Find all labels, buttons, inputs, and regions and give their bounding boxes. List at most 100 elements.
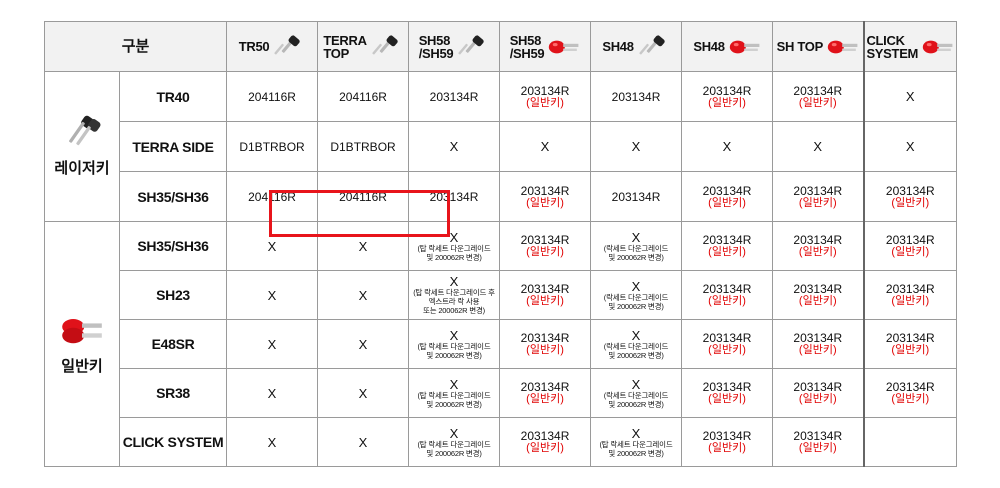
table-cell: 203134R (일반키) — [863, 270, 958, 320]
key-type-note: (일반키) — [526, 442, 564, 454]
downgrade-note: (탑 락세트 다운그레이드 — [417, 390, 491, 400]
row-label: E48SR — [118, 319, 228, 369]
table-cell: X — [863, 121, 958, 172]
table-body: 레이저키 TR40 204116R 204116R 203134R 203134R (일반키… — [44, 71, 958, 467]
table-cell: 203134R — [408, 171, 501, 222]
table-cell: 203134R (일반키) — [499, 221, 592, 271]
row-label: SR38 — [118, 368, 228, 418]
group-label-cell: 일반키 — [44, 221, 120, 467]
table-cell: 204116R — [317, 171, 410, 222]
table-cell: 203134R (일반키) — [772, 368, 865, 418]
key-type-note: (일반키) — [526, 344, 564, 356]
part-code: 203134R — [885, 331, 935, 345]
table-cell: 203134R (일반키) — [499, 71, 592, 122]
table-cell: 203134R (일반키) — [681, 368, 774, 418]
part-code: D1BTRBOR — [330, 139, 396, 154]
table-cell: 203134R — [408, 71, 501, 122]
key-type-note: (일반키) — [526, 295, 564, 307]
table-cell: 203134R (일반키) — [681, 417, 774, 467]
unavailable-mark: X — [358, 287, 368, 303]
header-row: 구분 TR50 TERRA TOP SH58 /SH59 SH58 /SH59 SH48… — [43, 21, 958, 72]
key-type-note: (일반키) — [798, 393, 837, 405]
part-code: 204116R — [248, 89, 296, 104]
table-row: SR38 X X X (탑 락세트 다운그레이드 및 200062R 변경) 203134R… — [45, 368, 958, 418]
column-header-7: SH TOP — [772, 21, 865, 72]
part-code: 203134R — [520, 233, 570, 247]
part-code: 204116R — [248, 189, 296, 204]
part-code: 203134R — [885, 380, 935, 394]
table-cell: X — [317, 319, 410, 369]
column-header-8: CLICK SYSTEM — [863, 21, 958, 72]
table-cell: 204116R — [226, 71, 319, 122]
downgrade-note: 및 200062R 변경) — [426, 252, 482, 262]
key-type-note: (일반키) — [891, 246, 930, 258]
part-code: 203134R — [793, 380, 843, 394]
key-type-note: (일반키) — [526, 196, 564, 209]
column-header-label: TERRA TOP — [323, 32, 367, 61]
part-code: 203134R — [702, 380, 752, 394]
table-cell: 203134R — [590, 71, 683, 122]
unavailable-mark: X — [267, 287, 277, 303]
table-cell: X — [317, 270, 410, 320]
column-header-2: TERRA TOP — [317, 21, 410, 72]
black-key-icon — [372, 34, 398, 54]
table-cell — [863, 417, 958, 467]
unavailable-mark: X — [631, 139, 641, 154]
column-header-3: SH58 /SH59 — [408, 21, 501, 72]
part-code: 203134R — [885, 233, 935, 247]
part-code: 203134R — [885, 282, 935, 296]
table-cell: 203134R — [590, 171, 683, 222]
table-cell: 204116R — [317, 71, 410, 122]
table-cell: X (락세트 다운그레이드 및 200062R 변경) — [590, 221, 683, 271]
black-key-icon — [458, 34, 485, 54]
downgrade-note: (탑 락세트 다운그레이드 — [417, 439, 491, 449]
key-compatibility-table: 구분 TR50 TERRA TOP SH58 /SH59 SH58 /SH59 SH48… — [43, 21, 958, 467]
table-cell: 203134R (일반키) — [863, 221, 958, 271]
downgrade-note: 및 200062R 변경) — [608, 350, 664, 360]
table-row: CLICK SYSTEM X X X (탑 락세트 다운그레이드 및 200062R 변경… — [45, 417, 958, 467]
row-label: SH35/SH36 — [118, 221, 228, 271]
black-key-pair-icon — [69, 115, 101, 146]
table-cell: X (락세트 다운그레이드 및 200062R 변경) — [590, 270, 683, 320]
part-code: 203134R — [793, 183, 843, 198]
downgrade-note: 및 200062R 변경) — [426, 350, 482, 360]
red-key-icon — [549, 40, 579, 53]
part-code: 203134R — [702, 429, 752, 443]
key-type-note: (일반키) — [798, 344, 837, 356]
part-code: 203134R — [702, 282, 752, 296]
key-type-note: (일반키) — [798, 295, 837, 307]
table-cell: X (탑 락세트 다운그레이드 및 200062R 변경) — [408, 319, 501, 369]
unavailable-mark: X — [449, 229, 459, 245]
downgrade-note: (탑 락세트 다운그레이드 후 — [413, 288, 495, 297]
table-cell: 203134R (일반키) — [499, 319, 592, 369]
unavailable-mark: X — [905, 89, 915, 104]
unavailable-mark: X — [267, 385, 277, 401]
part-code: 204116R — [339, 189, 387, 204]
table-cell: 203134R (일반키) — [681, 221, 774, 271]
table-cell: 203134R (일반키) — [863, 368, 958, 418]
key-type-note: (일반키) — [891, 393, 930, 405]
downgrade-note: (락세트 다운그레이드 — [603, 341, 669, 351]
part-code: 203134R — [429, 89, 479, 104]
unavailable-mark: X — [358, 238, 368, 254]
part-code: 203134R — [702, 183, 752, 198]
downgrade-note: (탑 락세트 다운그레이드 — [599, 439, 673, 449]
key-type-note: (일반키) — [708, 295, 746, 307]
part-code: 203134R — [793, 282, 843, 296]
key-type-note: (일반키) — [798, 196, 837, 209]
table-cell: 203134R (일반키) — [772, 319, 865, 369]
table-cell: X (락세트 다운그레이드 및 200062R 변경) — [590, 368, 683, 418]
unavailable-mark: X — [631, 278, 641, 294]
black-key-icon — [274, 34, 300, 54]
table-cell: X (락세트 다운그레이드 및 200062R 변경) — [590, 319, 683, 369]
downgrade-note: 및 200062R 변경) — [426, 399, 482, 409]
compatibility-table-wrapper: 구분 TR50 TERRA TOP SH58 /SH59 SH58 /SH59 SH48… — [43, 21, 958, 467]
downgrade-note: 및 200062R 변경) — [608, 448, 664, 458]
unavailable-mark: X — [722, 139, 732, 154]
table-cell: 203134R (일반키) — [499, 270, 592, 320]
table-row: TERRA SIDE D1BTRBOR D1BTRBOR X X X X X X — [45, 121, 958, 172]
unavailable-mark: X — [267, 336, 277, 352]
table-cell: 203134R (일반키) — [499, 417, 592, 467]
table-cell: 203134R (일반키) — [499, 171, 592, 222]
table-cell: X — [226, 221, 319, 271]
